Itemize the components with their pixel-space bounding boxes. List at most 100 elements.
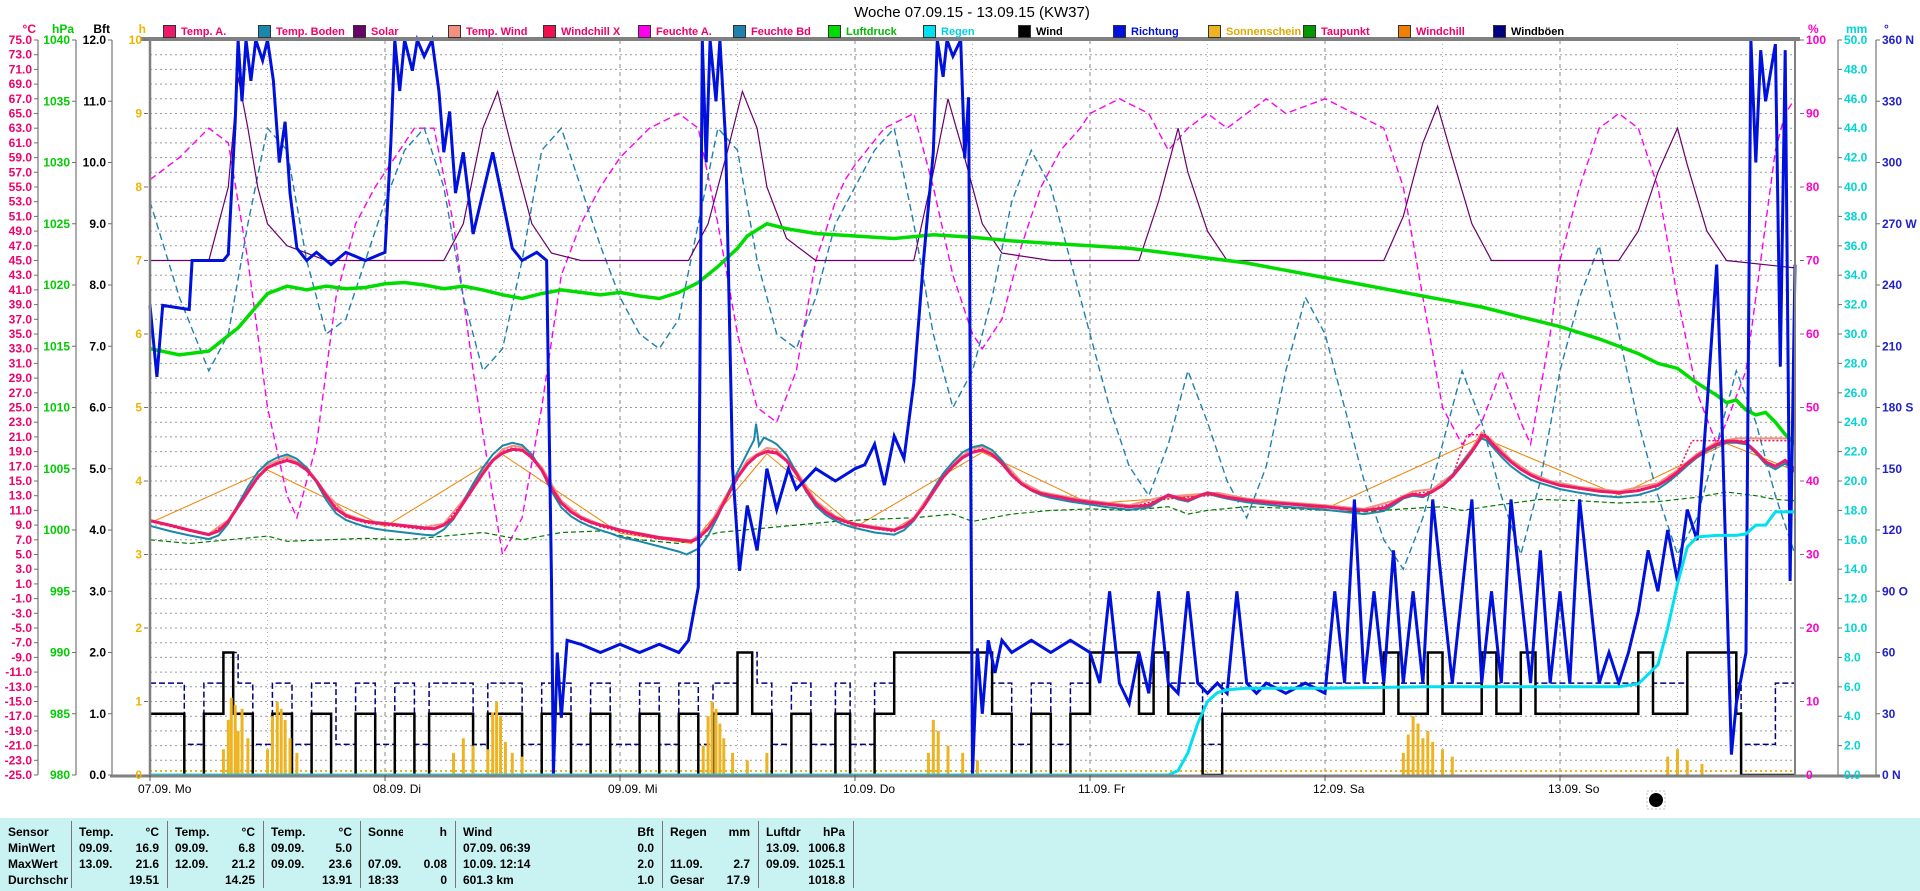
tick-label: 0 N bbox=[1882, 768, 1901, 782]
date-label: 09.09. Mi bbox=[608, 782, 657, 796]
tick-label: 5.0 bbox=[89, 462, 106, 476]
stats-col-name: Regen bbox=[670, 825, 706, 839]
stats-max-time: 10.09. 12:14 bbox=[463, 857, 531, 871]
table-divider bbox=[662, 821, 663, 888]
series-feuchte_bd bbox=[149, 126, 1796, 571]
legend-label: Regen bbox=[941, 25, 975, 38]
table-divider bbox=[167, 821, 168, 888]
sonnenschein-bar bbox=[279, 708, 283, 775]
tick-label: 11.0 bbox=[9, 503, 32, 517]
sonnenschein-bar bbox=[1416, 723, 1420, 775]
stats-max-time: 09.09. 11:40 bbox=[271, 857, 306, 871]
tick-label: 41.0 bbox=[9, 283, 33, 297]
tick-label: -19.0 bbox=[5, 724, 33, 738]
tick-label: 75.0 bbox=[9, 33, 33, 47]
tick-label: -23.0 bbox=[5, 753, 33, 767]
tick-label: 30.0 bbox=[1844, 327, 1868, 341]
axis-unit-°C: °C bbox=[23, 22, 37, 36]
tick-label: -5.0 bbox=[11, 621, 32, 635]
sonnenschein-bar bbox=[936, 730, 940, 775]
tick-label: 995 bbox=[50, 584, 70, 598]
legend-item-feuchte-a-: Feuchte A. bbox=[638, 25, 712, 38]
sonnenschein-bar bbox=[226, 719, 230, 775]
tick-label: 48.0 bbox=[1844, 62, 1868, 76]
sonnenschein-bar bbox=[722, 738, 726, 775]
tick-label: 60 bbox=[1806, 327, 1820, 341]
legend-label: Richtung bbox=[1131, 25, 1179, 38]
sonnenschein-bar bbox=[926, 752, 930, 775]
stats-row-label: Durchschnitt bbox=[8, 873, 68, 887]
stats-max-time: 12.09. 16:00 bbox=[175, 857, 209, 871]
tick-label: 0.0 bbox=[1844, 768, 1861, 782]
tick-label: 120 bbox=[1882, 523, 1902, 537]
tick-label: 21.0 bbox=[9, 430, 33, 444]
tick-label: 19.0 bbox=[9, 445, 33, 459]
weather-plot-canvas[interactable]: °C75.073.071.069.067.065.063.061.059.057… bbox=[0, 0, 1920, 818]
stats-avg-value: 14.25 bbox=[224, 873, 255, 887]
tick-label: 10 bbox=[1806, 695, 1820, 709]
tick-label: 38.0 bbox=[1844, 209, 1868, 223]
tick-label: 17.0 bbox=[9, 459, 33, 473]
table-divider bbox=[758, 821, 759, 888]
date-label: 08.09. Di bbox=[373, 782, 421, 796]
tick-label: 1035 bbox=[43, 94, 70, 108]
axis-unit-%: % bbox=[1808, 22, 1819, 36]
tick-label: 8.0 bbox=[89, 278, 106, 292]
sonnenschein-bar bbox=[1401, 752, 1405, 775]
tick-label: 980 bbox=[50, 768, 70, 782]
tick-label: 37.0 bbox=[9, 312, 33, 326]
stats-row-label: Sensor bbox=[8, 825, 49, 839]
tick-label: 90 bbox=[1806, 107, 1820, 121]
legend-item-temp-boden: Temp. Boden bbox=[258, 25, 345, 38]
tick-label: 3 bbox=[135, 548, 142, 562]
sonnenschein-bar bbox=[236, 730, 240, 775]
tick-label: 18.0 bbox=[1844, 503, 1868, 517]
stats-avg-value: 0 bbox=[440, 873, 447, 887]
legend-label: Temp. Boden bbox=[276, 25, 345, 38]
sonnenschein-bar bbox=[499, 716, 503, 775]
legend-item-windchill-x: Windchill X bbox=[543, 25, 620, 38]
legend-label: Luftdruck bbox=[846, 25, 897, 38]
sonnenschein-bar bbox=[240, 708, 244, 775]
stats-table: Sensor MinWert MaxWert Durchschnitt Temp. I.… bbox=[0, 818, 1920, 891]
sonnenschein-bar bbox=[1666, 756, 1670, 775]
tick-label: -25.0 bbox=[5, 768, 33, 782]
tick-label: 9 bbox=[135, 107, 142, 121]
stats-max-time: 07.09. 09:24 bbox=[368, 857, 401, 871]
tick-label: 1010 bbox=[43, 401, 70, 415]
sonnenschein-bar bbox=[520, 756, 524, 775]
tick-label: 44.0 bbox=[1844, 121, 1868, 135]
sonnenschein-bar bbox=[495, 701, 499, 775]
tick-label: 65.0 bbox=[9, 107, 33, 121]
stats-col-unit: °C bbox=[241, 825, 255, 839]
series-temp_wind bbox=[149, 431, 1795, 542]
sonnenschein-bar bbox=[701, 745, 705, 775]
tick-label: -1.0 bbox=[11, 592, 32, 606]
sonnenschein-bar bbox=[266, 749, 269, 775]
tick-label: 20.0 bbox=[1844, 474, 1868, 488]
tick-label: 210 bbox=[1882, 339, 1902, 353]
stats-avg-time: 601.3 km bbox=[463, 873, 514, 887]
tick-label: 12.0 bbox=[83, 33, 107, 47]
tick-label: 45.0 bbox=[9, 254, 33, 268]
stats-col-unit: mm bbox=[728, 825, 750, 839]
tick-label: 0.0 bbox=[89, 768, 106, 782]
tick-label: 28.0 bbox=[1844, 356, 1868, 370]
stats-min-time: 13.09. 23:49 bbox=[766, 841, 799, 855]
sonnenschein-bar bbox=[731, 752, 735, 775]
tick-label: 35.0 bbox=[9, 327, 33, 341]
tick-label: 24.0 bbox=[1844, 415, 1868, 429]
tick-label: 55.0 bbox=[9, 180, 33, 194]
marker-selection-box bbox=[1646, 790, 1666, 810]
date-label: 07.09. Mo bbox=[138, 782, 192, 796]
legend-swatch bbox=[1113, 25, 1126, 38]
marker-dot bbox=[1649, 793, 1663, 807]
legend-swatch bbox=[1493, 25, 1506, 38]
tick-label: 9.0 bbox=[15, 518, 32, 532]
tick-label: -11.0 bbox=[5, 665, 32, 679]
stats-avg-value: 19.51 bbox=[128, 873, 159, 887]
axis-unit-°: ° bbox=[1884, 22, 1889, 36]
tick-label: 8 bbox=[135, 180, 142, 194]
legend-item-sonnenschein: Sonnenschein bbox=[1208, 25, 1301, 38]
sonnenschein-bar bbox=[486, 749, 490, 775]
